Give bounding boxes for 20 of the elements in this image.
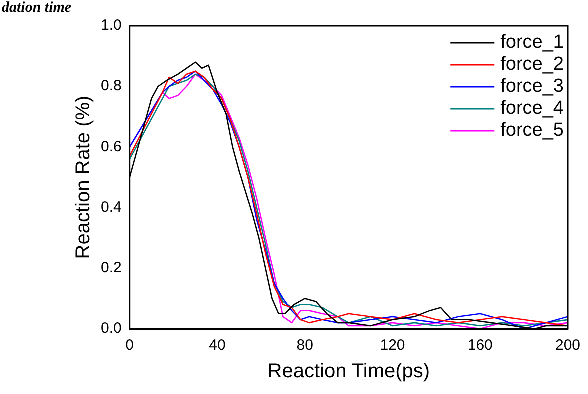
x-axis-title: Reaction Time(ps) xyxy=(268,360,430,383)
legend-label: force_3 xyxy=(500,76,564,98)
legend-label: force_4 xyxy=(500,98,564,120)
y-tick-label: 1.0 xyxy=(100,17,122,34)
y-tick-label: 0.0 xyxy=(100,320,122,338)
y-tick-label: 0.4 xyxy=(100,198,122,216)
x-tick-label: 0 xyxy=(126,337,134,354)
x-tick-label: 80 xyxy=(296,337,314,354)
legend-label: force_2 xyxy=(500,54,564,76)
legend-label: force_5 xyxy=(500,120,564,142)
y-tick-label: 0.2 xyxy=(100,260,122,277)
x-tick-label: 120 xyxy=(380,337,406,354)
y-tick-label: 0.6 xyxy=(100,138,122,156)
x-tick-label: 40 xyxy=(209,337,226,354)
y-tick-label: 0.8 xyxy=(100,78,122,95)
x-tick-label: 160 xyxy=(468,337,493,354)
text: dation time xyxy=(2,0,72,17)
y-axis-title: Reaction Rate (%) xyxy=(72,96,95,260)
x-tick-label: 200 xyxy=(555,337,581,354)
legend-label: force_1 xyxy=(500,32,564,54)
